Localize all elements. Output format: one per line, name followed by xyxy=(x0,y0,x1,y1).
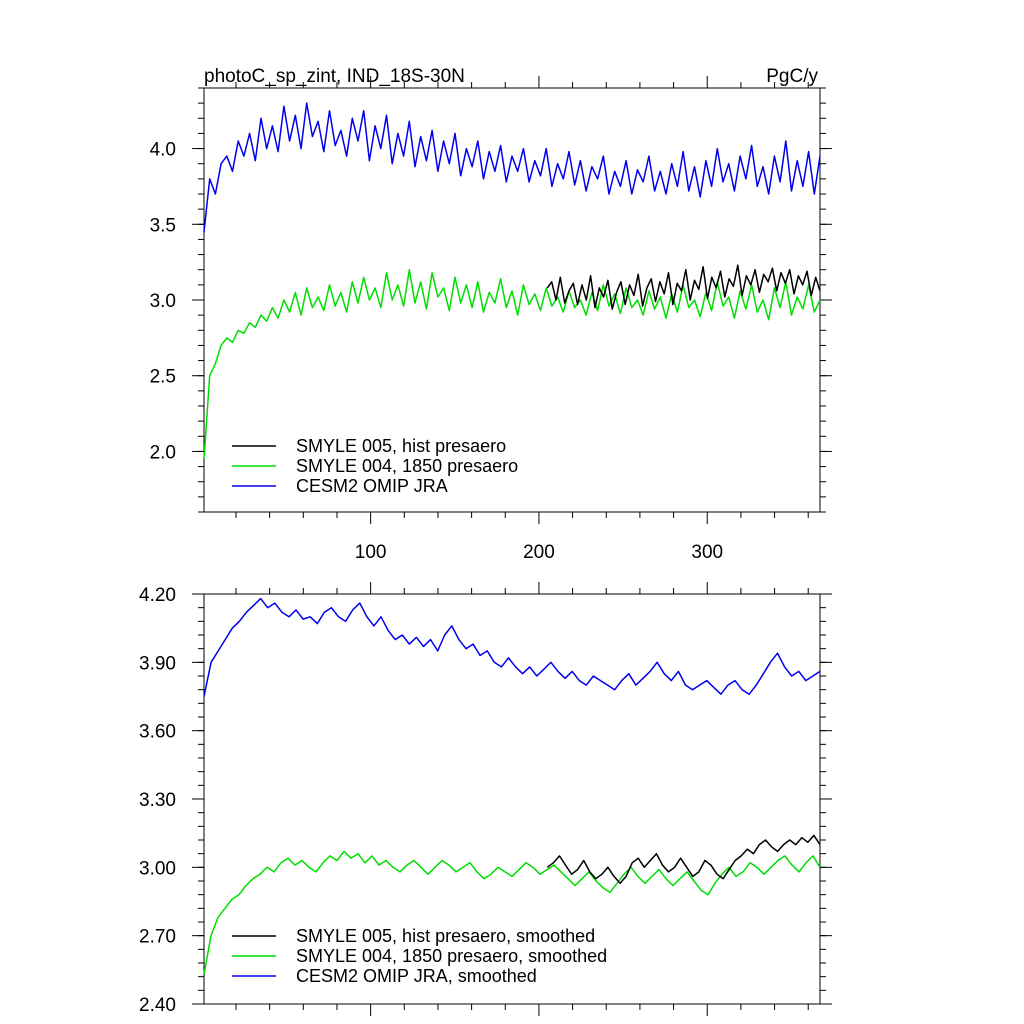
top-y-tick-label: 4.0 xyxy=(150,140,176,161)
top-series-line-smyle-005 xyxy=(546,264,821,310)
top-legend-label: SMYLE 005, hist presaero xyxy=(296,436,506,456)
top-panel: photoC_sp_zint, IND_18S-30N PgC/y 100 200… xyxy=(150,66,832,563)
top-x-tick-label: 200 xyxy=(523,542,555,563)
top-chart-title: photoC_sp_zint, IND_18S-30N xyxy=(204,66,465,87)
bottom-y-tick-label: 3.90 xyxy=(139,653,176,674)
top-series-line-cesm2-omip xyxy=(203,102,821,232)
bottom-series-line-smyle-005 xyxy=(546,834,821,885)
bottom-legend-label: SMYLE 004, 1850 presaero, smoothed xyxy=(296,946,607,966)
top-y-tick-label: 3.5 xyxy=(150,215,176,236)
top-series-lines xyxy=(203,102,821,460)
top-chart-units: PgC/y xyxy=(766,66,818,87)
bottom-legend-label: SMYLE 005, hist presaero, smoothed xyxy=(296,926,595,946)
bottom-legend-label: CESM2 OMIP JRA, smoothed xyxy=(296,966,537,986)
bottom-y-tick-label: 3.00 xyxy=(139,858,176,879)
top-x-tick-label: 300 xyxy=(691,542,723,563)
bottom-axis-ticks: 2.40 2.70 3.00 3.30 3.60 3.90 4.20 xyxy=(139,582,832,1016)
bottom-y-tick-label: 2.70 xyxy=(139,927,176,948)
bottom-panel: 2.40 2.70 3.00 3.30 3.60 3.90 4.20 SMYLE 005, … xyxy=(139,582,832,1016)
top-y-tick-label: 2.5 xyxy=(150,367,176,388)
top-y-tick-label: 3.0 xyxy=(150,291,176,312)
top-y-tick-label: 2.0 xyxy=(150,442,176,463)
bottom-y-tick-label: 3.60 xyxy=(139,722,176,743)
top-axis-ticks: 100 200 300 2.0 2.5 3.0 3.5 4.0 xyxy=(150,76,832,563)
top-legend-label: SMYLE 004, 1850 presaero xyxy=(296,456,518,476)
bottom-y-tick-label: 4.20 xyxy=(139,585,176,606)
bottom-y-tick-label: 2.40 xyxy=(139,995,176,1016)
bottom-series-line-smyle-004 xyxy=(203,850,821,975)
top-x-tick-label: 100 xyxy=(355,542,387,563)
bottom-legend: SMYLE 005, hist presaero, smoothedSMYLE … xyxy=(232,926,607,986)
bottom-series-lines xyxy=(203,597,821,975)
bottom-y-tick-label: 3.30 xyxy=(139,790,176,811)
bottom-series-line-cesm2-omip xyxy=(203,597,821,697)
top-series-line-smyle-004 xyxy=(203,268,821,460)
top-legend-label: CESM2 OMIP JRA xyxy=(296,476,448,496)
